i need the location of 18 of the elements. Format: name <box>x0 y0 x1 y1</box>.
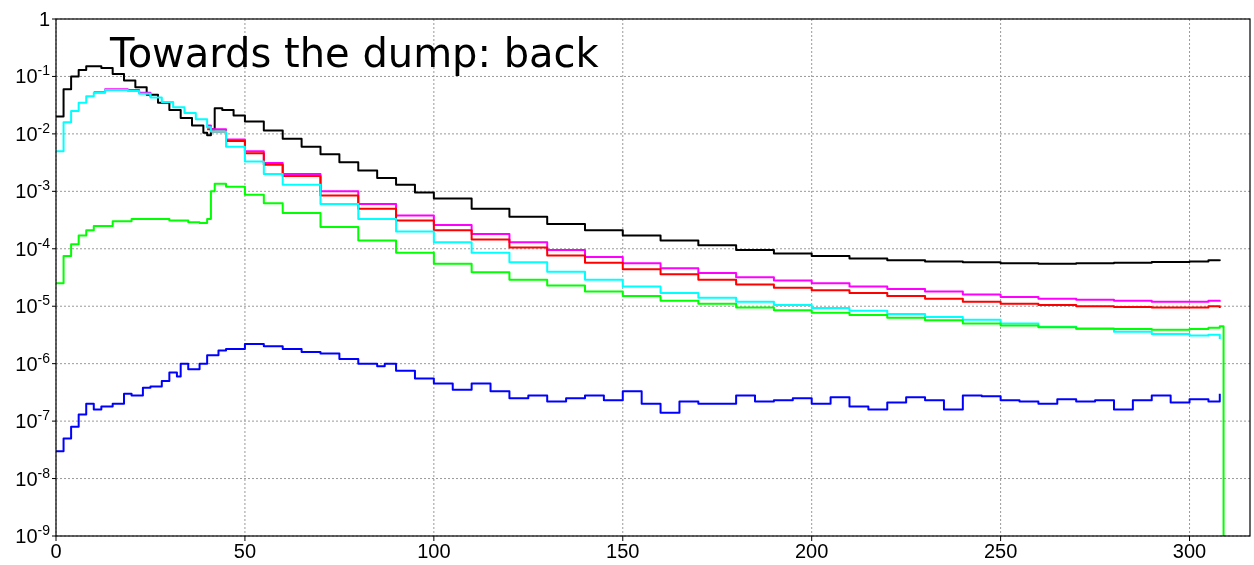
x-tick-label: 300 <box>1172 540 1207 562</box>
x-tick-label: 200 <box>795 540 829 562</box>
x-tick-label: 100 <box>417 540 451 562</box>
y-tick-label: 10$^{-8}$ <box>15 464 51 490</box>
y-tick-label: 10$^{-9}$ <box>15 522 51 547</box>
x-tick-label: 50 <box>233 540 257 562</box>
y-tick-label: 1 <box>38 8 50 30</box>
y-tick-label: 10$^{-5}$ <box>15 292 51 318</box>
chart-title: Towards the dump: back <box>109 30 600 76</box>
x-tick-label: 0 <box>50 540 62 562</box>
y-tick-label: 10$^{-1}$ <box>15 62 51 88</box>
x-tick-label: 250 <box>983 540 1018 562</box>
y-tick-label: 10$^{-2}$ <box>15 119 51 145</box>
y-tick-label: 10$^{-4}$ <box>15 234 51 260</box>
y-tick-label: 10$^{-3}$ <box>15 177 51 203</box>
y-tick-label: 10$^{-6}$ <box>15 349 51 375</box>
x-tick-label: 150 <box>606 540 640 562</box>
y-tick-label: 10$^{-7}$ <box>15 407 51 433</box>
